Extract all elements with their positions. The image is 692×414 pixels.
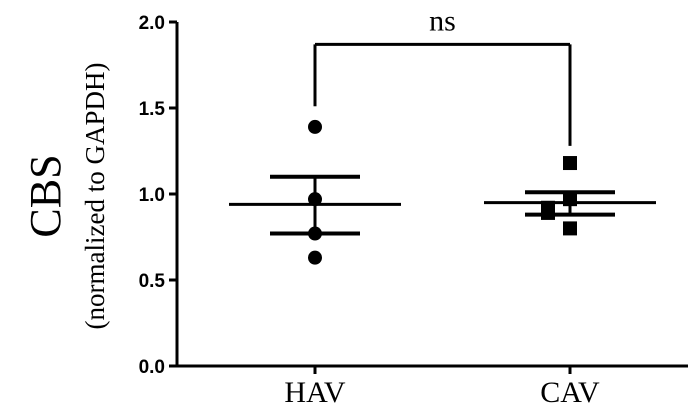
y-tick-label: 1.0	[139, 185, 165, 206]
data-point	[308, 192, 322, 207]
axes	[175, 22, 688, 374]
data-point	[308, 226, 322, 241]
y-axis-label: CBS	[21, 154, 70, 237]
y-tick-label: 2.0	[139, 13, 165, 34]
y-ticks: 0.0 0.5 1.0 1.5 2.0	[139, 13, 177, 378]
data-point	[541, 205, 555, 220]
data-point	[563, 192, 577, 207]
y-axis-sublabel: (normalized to GAPDH)	[80, 63, 110, 330]
y-tick-label: 1.5	[139, 99, 166, 120]
y-tick-label: 0.5	[139, 271, 166, 292]
x-tick-label-hav: HAV	[284, 376, 345, 409]
y-tick-label: 0.0	[139, 357, 165, 378]
data-point	[308, 119, 322, 134]
chart-marks	[229, 42, 656, 265]
data-point	[563, 156, 577, 171]
data-point	[308, 250, 322, 265]
significance-label: ns	[429, 4, 456, 37]
data-point	[563, 221, 577, 236]
x-tick-label-cav: CAV	[540, 376, 600, 409]
